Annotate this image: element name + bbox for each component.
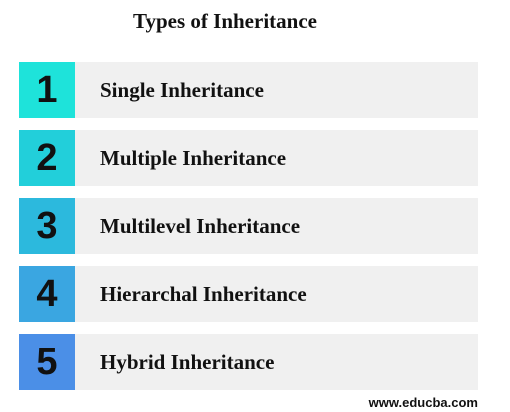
item-background (75, 62, 478, 118)
item-row: 2 Multiple Inheritance (19, 130, 478, 186)
item-number: 4 (19, 266, 75, 322)
item-number: 3 (19, 198, 75, 254)
item-label: Hybrid Inheritance (100, 350, 275, 374)
item-number: 2 (19, 130, 75, 186)
item-background (75, 266, 478, 322)
item-number: 1 (19, 62, 75, 118)
item-background (75, 334, 478, 390)
item-label: Single Inheritance (100, 78, 264, 102)
item-row: 4 Hierarchal Inheritance (19, 266, 478, 322)
footer-url: www.educba.com (368, 395, 478, 410)
item-row: 5 Hybrid Inheritance (19, 334, 478, 390)
item-label: Multiple Inheritance (100, 146, 287, 170)
item-number: 5 (19, 334, 75, 390)
item-row: 3 Multilevel Inheritance (19, 198, 478, 254)
item-label: Multilevel Inheritance (100, 214, 301, 238)
title: Types of Inheritance (133, 9, 317, 33)
item-row: 1 Single Inheritance (19, 62, 478, 118)
item-background (75, 198, 478, 254)
item-background (75, 130, 478, 186)
item-label: Hierarchal Inheritance (100, 282, 307, 306)
